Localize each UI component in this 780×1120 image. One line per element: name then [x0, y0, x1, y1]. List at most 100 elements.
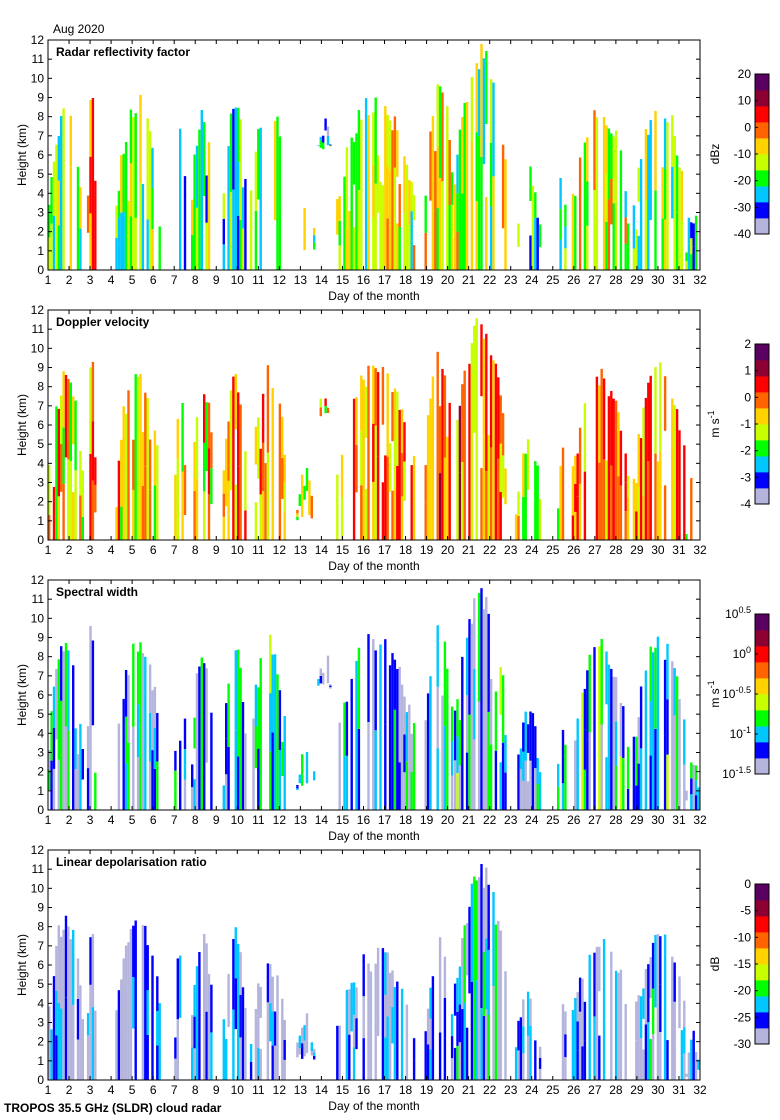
data-cell — [583, 688, 587, 730]
data-cell — [319, 136, 322, 141]
colorbar-segment — [755, 426, 769, 430]
colorbar-segment — [755, 635, 769, 639]
data-cell — [610, 951, 613, 1080]
x-tick-label: 31 — [672, 273, 686, 287]
data-cell — [324, 118, 327, 131]
data-cell — [148, 664, 152, 713]
x-tick-label: 24 — [525, 1083, 539, 1097]
data-cell — [203, 442, 206, 492]
data-cell — [367, 634, 370, 722]
y-tick-label: 11 — [32, 322, 45, 336]
x-tick-label: 4 — [108, 543, 115, 557]
data-cell — [222, 244, 225, 270]
data-cell — [72, 1005, 75, 1080]
colorbar-segment — [755, 151, 769, 155]
data-cell — [203, 394, 206, 443]
data-cell — [534, 244, 537, 270]
data-cell — [384, 952, 387, 995]
data-cell — [191, 764, 194, 788]
data-cell — [619, 703, 623, 757]
data-cell — [656, 636, 660, 810]
data-cell — [456, 977, 459, 1012]
data-cell — [626, 788, 630, 810]
colorbar-segment — [755, 389, 769, 393]
data-cell — [179, 740, 182, 810]
data-cell — [79, 724, 82, 810]
colorbar-segment — [755, 143, 769, 147]
data-cell — [146, 219, 149, 270]
data-cell — [522, 496, 525, 540]
data-cell — [400, 452, 404, 497]
data-cell — [458, 720, 462, 766]
colorbar-tick-label: -15 — [734, 957, 752, 971]
data-cell — [448, 140, 451, 205]
data-cell — [195, 966, 199, 1080]
colorbar-segment — [755, 210, 769, 214]
data-cell — [257, 1015, 260, 1048]
data-cell — [666, 643, 669, 700]
data-cell — [410, 240, 413, 270]
data-cell — [317, 679, 320, 682]
data-cell — [174, 750, 177, 771]
data-cell — [463, 103, 466, 270]
colorbar-segment — [755, 736, 769, 740]
x-tick-label: 18 — [399, 813, 413, 827]
data-cell — [647, 964, 650, 1023]
data-cell — [132, 977, 135, 1029]
data-cell — [386, 1016, 389, 1080]
data-cell — [673, 136, 676, 270]
data-cell — [595, 117, 599, 270]
data-cell — [278, 403, 282, 540]
data-cell — [52, 161, 56, 216]
data-cell — [639, 438, 643, 540]
colorbar-segment — [755, 466, 769, 470]
data-cell — [239, 404, 242, 540]
data-cell — [254, 684, 258, 727]
data-cell — [593, 190, 596, 270]
data-cell — [692, 223, 695, 247]
data-cell — [504, 735, 507, 773]
data-cell — [626, 476, 630, 498]
data-cell — [671, 445, 674, 493]
data-cell — [271, 1011, 274, 1046]
data-cell — [393, 489, 397, 540]
data-cell — [319, 140, 322, 145]
data-cell — [477, 701, 481, 810]
data-cell — [120, 506, 123, 540]
data-cell — [526, 991, 530, 1036]
data-cell — [241, 987, 245, 1080]
data-cell — [450, 741, 454, 776]
data-cell — [156, 1010, 159, 1046]
data-cell — [517, 223, 520, 247]
data-cell — [529, 760, 532, 810]
colorbar-segment — [755, 672, 769, 676]
data-cell — [637, 717, 640, 764]
data-cell — [76, 1039, 80, 1080]
colorbar-segment — [755, 140, 769, 144]
colorbar-segment — [755, 934, 769, 938]
data-cell — [424, 465, 427, 503]
data-cell — [207, 973, 211, 1080]
data-cell — [441, 181, 444, 270]
colorbar-segment — [755, 416, 769, 420]
colorbar-segment — [755, 202, 769, 206]
data-cell — [671, 398, 674, 446]
data-cell — [438, 1032, 442, 1080]
colorbar-segment — [755, 664, 769, 668]
data-cell — [429, 1049, 432, 1080]
colorbar-segment — [755, 763, 769, 767]
colorbar-segment — [755, 718, 769, 722]
colorbar-segment — [755, 354, 769, 358]
data-cell — [67, 926, 70, 1080]
y-tick-label: 8 — [37, 380, 44, 394]
data-cell — [89, 453, 92, 540]
data-cell — [62, 189, 65, 270]
colorbar-segment — [755, 910, 769, 914]
data-cell — [81, 493, 84, 517]
data-cell — [529, 166, 532, 201]
data-cell — [191, 1047, 194, 1080]
data-cell — [654, 935, 657, 1008]
data-cell — [651, 942, 655, 989]
data-cell — [124, 670, 128, 717]
colorbar-tick-label: 100.5 — [725, 605, 751, 621]
